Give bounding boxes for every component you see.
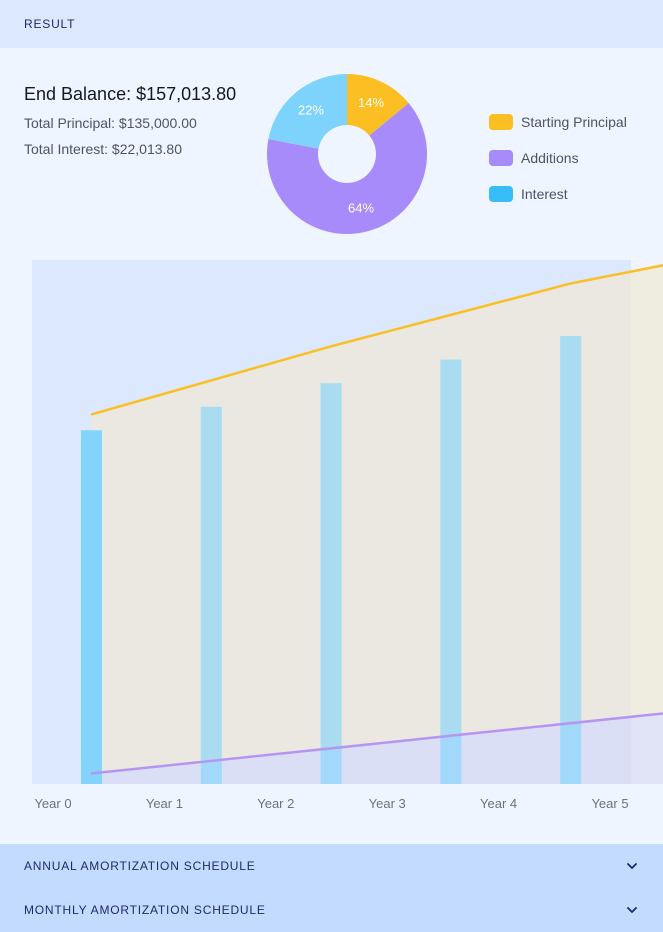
- x-tick-label: Year 5: [591, 796, 628, 811]
- growth-chart-svg: Year 0 Year 1 Year 2 Year 3 Year 4 Year 5: [32, 260, 663, 811]
- bar-year-4: [560, 335, 582, 784]
- annual-amortization-accordion[interactable]: ANNUAL AMORTIZATION SCHEDULE: [0, 844, 663, 888]
- legend-label: Additions: [521, 150, 579, 166]
- summary: End Balance: $157,013.80 Total Principal…: [24, 84, 236, 167]
- pie-chart: 14% 64% 22%: [266, 73, 428, 235]
- x-tick-label: Year 3: [369, 796, 406, 811]
- legend-swatch: [489, 150, 513, 166]
- pie-slice-starting-principal: [347, 74, 409, 136]
- result-header: RESULT: [0, 0, 663, 48]
- total-interest: Total Interest: $22,013.80: [24, 141, 182, 157]
- x-tick-label: Year 4: [480, 796, 517, 811]
- result-title: RESULT: [24, 17, 76, 31]
- chevron-down-icon: [627, 907, 637, 913]
- additions-area: [91, 713, 663, 784]
- balance-area: [91, 265, 663, 774]
- x-tick-label: Year 0: [34, 796, 71, 811]
- pie-label-starting-principal: 14%: [358, 95, 384, 110]
- pie-label-interest: 22%: [298, 102, 324, 117]
- monthly-amortization-label: MONTHLY AMORTIZATION SCHEDULE: [24, 903, 266, 917]
- x-tick-label: Year 1: [146, 796, 183, 811]
- legend-item-additions: Additions: [489, 148, 627, 168]
- bar-year-1: [200, 406, 222, 784]
- legend: Starting Principal Additions Interest: [489, 112, 627, 220]
- legend-item-interest: Interest: [489, 184, 627, 204]
- x-tick-label: Year 2: [257, 796, 294, 811]
- pie-slice-additions: [267, 103, 427, 235]
- pie-slice-interest: [268, 74, 347, 149]
- annual-amortization-label: ANNUAL AMORTIZATION SCHEDULE: [24, 859, 256, 873]
- monthly-amortization-accordion[interactable]: MONTHLY AMORTIZATION SCHEDULE: [0, 888, 663, 932]
- legend-swatch: [489, 114, 513, 130]
- legend-label: Starting Principal: [521, 114, 627, 130]
- bar-year-0: [81, 430, 102, 784]
- pie-label-additions: 64%: [348, 201, 374, 216]
- bar-year-3: [440, 359, 462, 784]
- growth-chart: Year 0 Year 1 Year 2 Year 3 Year 4 Year 5: [0, 250, 663, 820]
- total-principal: Total Principal: $135,000.00: [24, 115, 197, 131]
- bar-year-2: [320, 383, 342, 784]
- top-line: [90, 264, 663, 416]
- end-balance: End Balance: $157,013.80: [24, 84, 237, 104]
- legend-item-starting-principal: Starting Principal: [489, 112, 627, 132]
- legend-label: Interest: [521, 186, 568, 202]
- legend-swatch: [489, 186, 513, 202]
- chevron-down-icon: [627, 863, 637, 869]
- bottom-line: [90, 712, 663, 775]
- pie-svg: 14% 64% 22%: [267, 74, 427, 235]
